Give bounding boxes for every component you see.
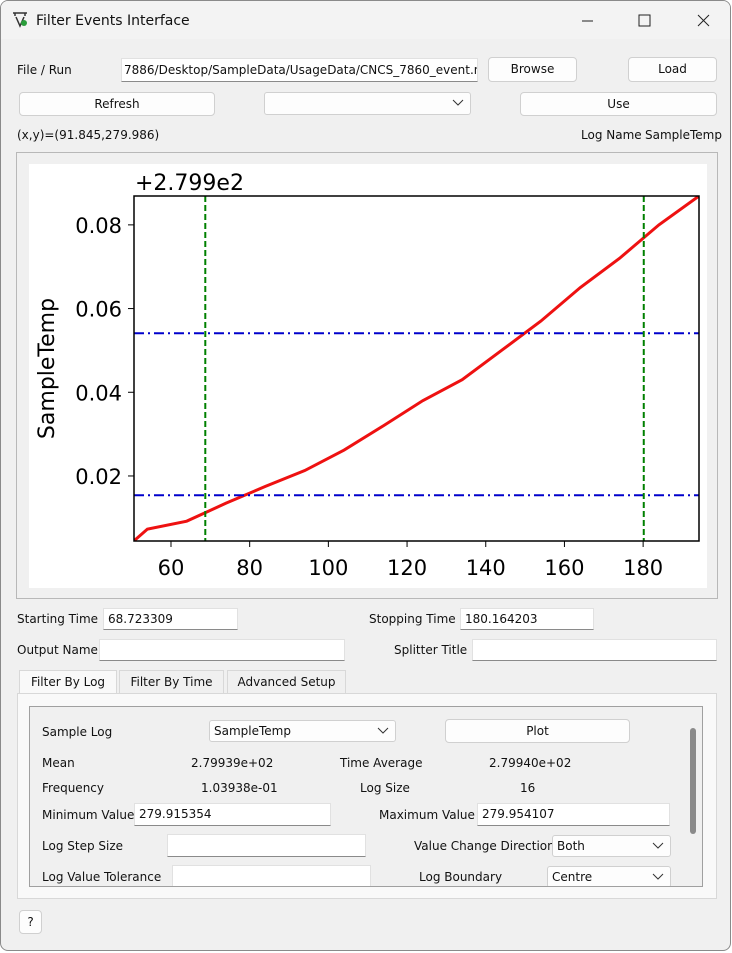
tab[interactable]: Filter By Time [119, 670, 224, 693]
maximum-label: Maximum Value [379, 808, 475, 822]
window-controls[interactable] [577, 11, 717, 31]
frequency-value: 1.03938e-01 [201, 781, 278, 795]
time-average-label: Time Average [340, 756, 423, 770]
x-tick-label: 160 [544, 556, 584, 580]
use-button[interactable]: Use [520, 92, 717, 116]
output-name-input[interactable] [99, 639, 345, 661]
output-name-label: Output Name [17, 643, 98, 657]
tab[interactable]: Advanced Setup [227, 670, 346, 693]
log-name-value: SampleTemp [645, 128, 722, 142]
x-tick-label: 100 [308, 556, 348, 580]
data-line [134, 196, 699, 541]
figure-background [29, 164, 707, 588]
minimum-label: Minimum Value [42, 808, 135, 822]
stopping-time-label: Stopping Time [369, 612, 456, 626]
step-size-input[interactable] [167, 834, 366, 857]
step-size-label: Log Step Size [42, 839, 124, 853]
starting-time-label: Starting Time [17, 612, 99, 626]
log-name-label: Log Name [581, 128, 642, 142]
minimum-input[interactable]: 279.915354 [134, 803, 331, 826]
tolerance-input[interactable] [172, 865, 371, 886]
y-tick-label: 0.02 [75, 465, 122, 489]
splitter-title-input[interactable] [472, 639, 717, 661]
direction-combo[interactable]: Both [552, 835, 671, 857]
boundary-value: Centre [552, 870, 593, 884]
sample-log-label: Sample Log [42, 725, 113, 739]
direction-label: Value Change Direction [414, 839, 555, 853]
tab-active[interactable]: Filter By Log [19, 670, 117, 694]
window-title: Filter Events Interface [36, 13, 190, 29]
log-size-value: 16 [520, 781, 536, 795]
y-tick-label: 0.08 [75, 214, 122, 238]
log-combo[interactable] [264, 92, 471, 115]
x-tick-label: 180 [623, 556, 663, 580]
tolerance-label: Log Value Tolerance [42, 870, 162, 884]
axes-frame [133, 195, 700, 542]
browse-button[interactable]: Browse [488, 57, 577, 82]
y-tick-label: 0.04 [75, 381, 122, 405]
starting-time-input[interactable]: 68.723309 [103, 608, 238, 630]
y-tick-label: 0.06 [75, 298, 122, 322]
splitter-title-label: Splitter Title [394, 643, 468, 657]
scrollbar-thumb[interactable] [690, 728, 696, 834]
mean-label: Mean [42, 756, 75, 770]
time-average-value: 2.79940e+02 [489, 756, 572, 770]
cursor-coords: (x,y)=(91.845,279.986) [17, 128, 160, 142]
frequency-label: Frequency [42, 781, 104, 795]
x-tick-label: 60 [158, 556, 185, 580]
x-tick-label: 140 [466, 556, 506, 580]
chart: 60 80 100 120 140 160 180 0.02 0.04 0.06 0.08 +2.79… [29, 164, 707, 588]
y-axis-label: SampleTemp [35, 298, 60, 439]
offset-label: +2.799e2 [135, 171, 244, 196]
filter-group: Sample Log SampleTemp Plot Mean 2.79939e… [29, 706, 703, 887]
app-icon [13, 12, 27, 28]
sample-log-value: SampleTemp [214, 724, 291, 738]
load-button[interactable]: Load [628, 57, 717, 82]
x-tick-label: 80 [236, 556, 263, 580]
sample-log-combo[interactable]: SampleTemp [209, 720, 396, 742]
title-bar: Filter Events Interface [1, 1, 730, 39]
mean-value: 2.79939e+02 [191, 756, 274, 770]
boundary-label: Log Boundary [419, 870, 503, 884]
maximum-input[interactable]: 279.954107 [477, 803, 670, 826]
x-tick-label: 120 [387, 556, 427, 580]
file-path-input[interactable]: 7886/Desktop/SampleData/UsageData/CNCS_7… [121, 58, 478, 82]
stopping-time-input[interactable]: 180.164203 [460, 608, 594, 630]
direction-value: Both [557, 839, 585, 853]
log-size-label: Log Size [360, 781, 410, 795]
help-button[interactable]: ? [19, 910, 42, 934]
boundary-combo[interactable]: Centre [547, 866, 671, 886]
refresh-button[interactable]: Refresh [19, 92, 215, 116]
plot-button[interactable]: Plot [445, 719, 630, 743]
file-run-label: File / Run [17, 63, 72, 77]
